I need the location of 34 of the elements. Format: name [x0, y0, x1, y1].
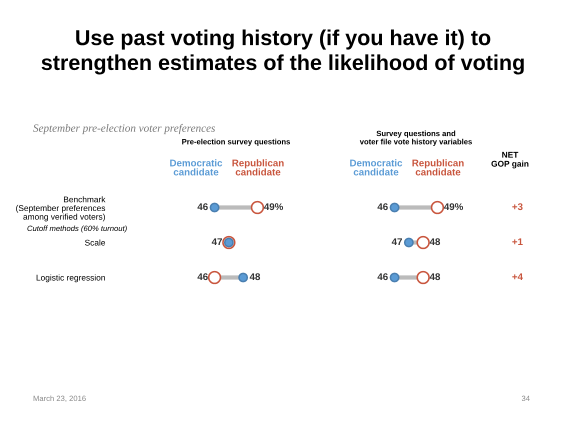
data-label: 46	[377, 203, 388, 210]
text: +4	[512, 273, 523, 280]
text: +3	[512, 203, 523, 210]
data-label: 48	[250, 273, 260, 280]
data-label: 48	[430, 273, 440, 280]
point	[404, 238, 414, 248]
data-label: 46	[197, 203, 208, 210]
point	[390, 272, 400, 282]
point	[208, 270, 222, 284]
y-tick-label: Logistic regression	[36, 274, 105, 282]
data-label: 49%	[264, 203, 284, 210]
text: Democratic candidate	[170, 159, 222, 176]
data-label: 46	[377, 273, 388, 280]
data-label: 48	[430, 238, 440, 246]
point	[430, 200, 444, 214]
point	[210, 202, 220, 212]
data-label: 47	[392, 238, 402, 246]
text: Republican candidate	[232, 159, 284, 176]
data-label: 49%	[444, 203, 464, 210]
data-label: 47	[212, 238, 222, 246]
point	[238, 272, 248, 282]
point	[416, 270, 430, 284]
data-label: 46	[197, 273, 208, 280]
point	[250, 200, 264, 214]
y-tick-label: Scale	[84, 239, 106, 246]
text: Republican candidate	[412, 159, 464, 176]
text: September pre-election voter preferences	[33, 124, 215, 134]
point	[416, 236, 430, 250]
text: Use past voting history (if you have it) to strengthen estimates of the likelihood of voting	[42, 30, 524, 74]
point	[390, 202, 400, 212]
text: Democratic candidate	[350, 159, 402, 176]
y-tick-label: Benchmark (September preferences among verified voters)	[16, 196, 106, 222]
text: +1	[512, 238, 523, 246]
text: NET GOP gain	[491, 152, 528, 168]
